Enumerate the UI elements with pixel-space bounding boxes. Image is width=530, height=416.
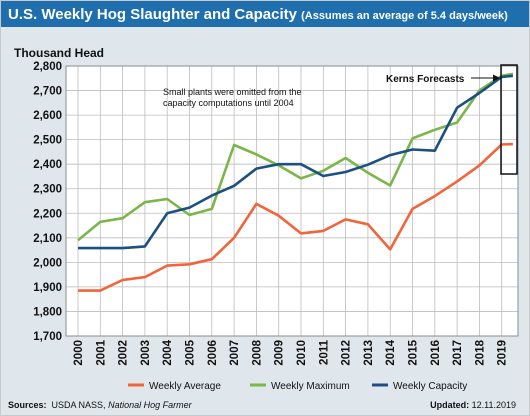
y-tick-label: 2,300 xyxy=(33,184,62,196)
chart-title: U.S. Weekly Hog Slaughter and Capacity (… xyxy=(8,6,508,23)
footer-updated-label: Updated: xyxy=(430,400,470,410)
x-tick-label: 2018 xyxy=(474,339,486,365)
y-tick-label: 1,900 xyxy=(33,282,62,294)
footer-updated-value: 12.11.2019 xyxy=(471,400,516,410)
series-weekly-maximum xyxy=(77,72,514,242)
x-tick-label: 2017 xyxy=(452,340,464,366)
series-weekly-capacity xyxy=(77,74,514,250)
series-line xyxy=(78,74,514,250)
x-tick-label: 2007 xyxy=(229,340,241,366)
footer-sources-label: Sources: xyxy=(8,400,47,410)
legend-item: Weekly Capacity xyxy=(372,381,467,392)
chart-title-text: U.S. Weekly Hog Slaughter and Capacity xyxy=(8,6,297,23)
annotation-line: capacity computations until 2004 xyxy=(163,98,294,108)
y-tick-label: 2,100 xyxy=(33,233,62,245)
annotation-kerns-arrowhead xyxy=(493,74,500,82)
footer-sources-publication: National Hog Farmer xyxy=(108,400,192,410)
x-tick-label: 2009 xyxy=(274,340,286,366)
x-tick-label: 2008 xyxy=(251,339,263,365)
y-tick-labels: 1,700 1,800 1,900 2,000 2,100 2,200 2,300 2,400… xyxy=(33,61,62,343)
x-tick-label: 2000 xyxy=(73,340,85,366)
x-tick-label: 2015 xyxy=(408,339,420,365)
series-weekly-average xyxy=(77,142,513,292)
y-tick-label: 2,800 xyxy=(33,61,62,73)
y-tick-label: 2,000 xyxy=(33,257,62,269)
y-tick-label: 2,700 xyxy=(33,86,62,98)
x-tick-label: 2003 xyxy=(140,340,152,366)
y-tick-label: 2,400 xyxy=(33,159,62,171)
footer-sources: Sources: USDA NASS, National Hog Farmer xyxy=(8,400,192,410)
annotation-small-plants: Small plants were omitted from the capaci… xyxy=(163,87,302,108)
y-tick-label: 2,600 xyxy=(33,110,62,122)
x-tick-label: 2005 xyxy=(185,339,197,365)
legend-label: Weekly Capacity xyxy=(393,381,467,392)
x-tick-label: 2002 xyxy=(118,340,130,366)
forecast-box xyxy=(500,64,518,175)
y-tick-label: 1,700 xyxy=(33,331,62,343)
y-tick-label: 1,800 xyxy=(33,306,62,318)
legend: Weekly Average Weekly Maximum Weekly Capac… xyxy=(128,381,467,392)
y-axis-label: Thousand Head xyxy=(14,46,104,60)
annotation-kerns-forecasts: Kerns Forecasts xyxy=(386,64,518,175)
x-tick-label: 2016 xyxy=(430,340,442,366)
x-tick-label: 2012 xyxy=(341,340,353,366)
x-tick-label: 2004 xyxy=(162,339,174,365)
x-tick-label: 2013 xyxy=(363,340,375,366)
annotation-kerns-text: Kerns Forecasts xyxy=(386,74,465,85)
x-tick-label: 2011 xyxy=(318,339,330,365)
series-layer xyxy=(77,72,514,292)
legend-item: Weekly Average xyxy=(128,381,221,392)
footer-sources-text: USDA NASS, xyxy=(51,400,106,410)
x-tick-label: 2019 xyxy=(497,340,509,366)
annotation-line: Small plants were omitted from the xyxy=(163,87,302,97)
footer-updated: Updated: 12.11.2019 xyxy=(430,400,516,410)
y-tick-label: 2,500 xyxy=(33,135,62,147)
legend-label: Weekly Maximum xyxy=(271,381,350,392)
legend-label: Weekly Average xyxy=(149,381,221,392)
x-tick-label: 2010 xyxy=(296,340,308,366)
plot-border xyxy=(65,65,519,337)
series-line xyxy=(77,72,514,242)
chart-subtitle: (Assumes an average of 5.4 days/week) xyxy=(301,10,508,22)
legend-item: Weekly Maximum xyxy=(250,381,350,392)
x-tick-label: 2001 xyxy=(95,339,107,365)
x-tick-labels: 2000 2001 2002 2003 2004 2005 2006 2007 2008 2009… xyxy=(73,339,509,365)
annotation-small-plants-text: Small plants were omitted from the capaci… xyxy=(163,87,302,108)
title-bar: U.S. Weekly Hog Slaughter and Capacity (… xyxy=(1,1,529,27)
y-tick-label: 2,200 xyxy=(33,208,62,220)
x-tick-label: 2014 xyxy=(385,339,397,365)
plot-area xyxy=(66,66,518,336)
x-tick-label: 2006 xyxy=(207,340,219,366)
